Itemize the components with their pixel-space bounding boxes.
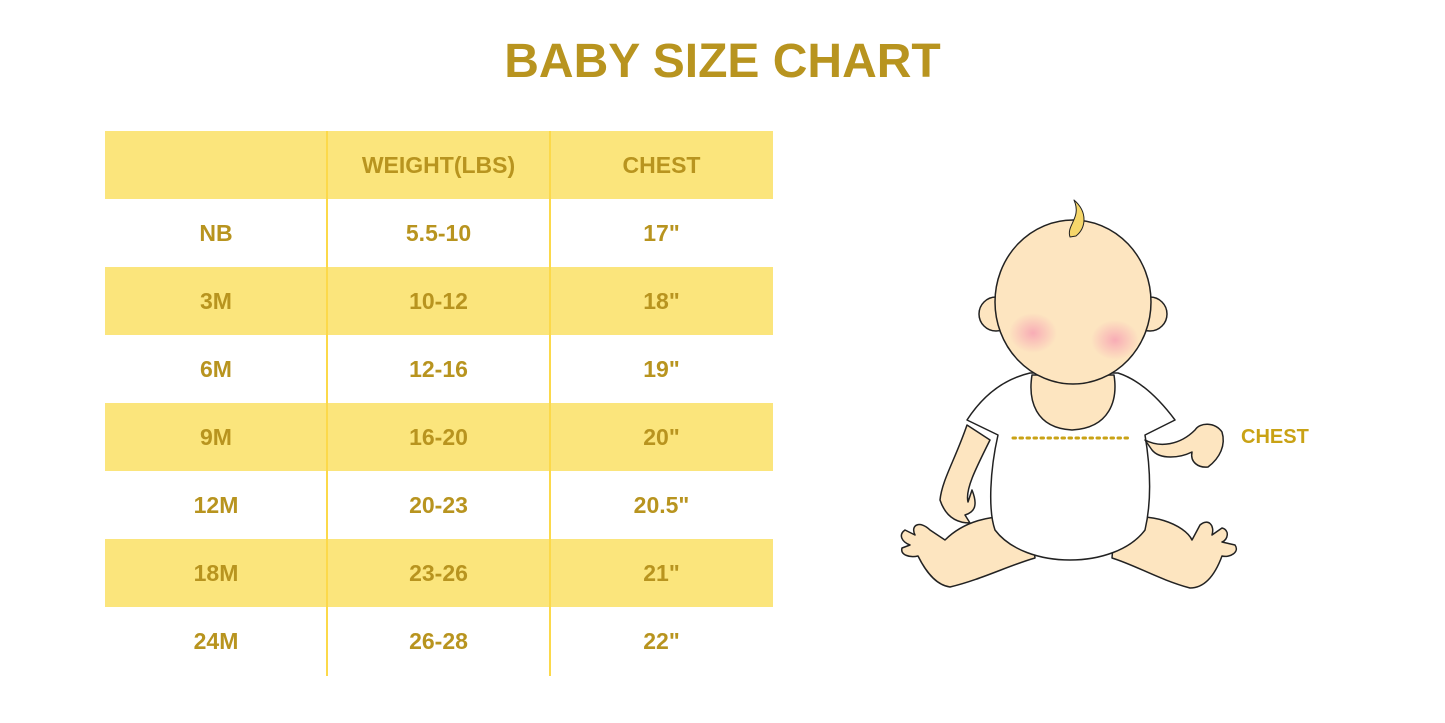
size-cell: NB	[199, 219, 233, 246]
table-row: 12M 20-23 20.5"	[105, 471, 773, 539]
chest-cell: 18"	[643, 287, 680, 314]
table-row: 24M 26-28 22"	[105, 607, 773, 675]
size-cell: 3M	[200, 287, 232, 314]
size-cell: 9M	[200, 423, 232, 450]
chest-cell: 22"	[643, 627, 680, 654]
size-cell: 6M	[200, 355, 232, 382]
weight-cell: 12-16	[409, 355, 468, 382]
weight-cell: 16-20	[409, 423, 468, 450]
table-row: 9M 16-20 20"	[105, 403, 773, 471]
shirt	[966, 372, 1176, 561]
table-row: NB 5.5-10 17"	[105, 199, 773, 267]
right-leg	[1111, 516, 1237, 589]
size-table: WEIGHT(LBS) CHEST NB 5.5-10 17" 3M 10-12…	[105, 131, 773, 675]
chest-cell: 19"	[643, 355, 680, 382]
left-cheek	[1009, 313, 1057, 353]
hair-tuft	[1068, 199, 1085, 238]
column-divider	[549, 131, 551, 676]
right-cheek	[1091, 320, 1139, 360]
neck	[1030, 374, 1116, 431]
header-weight: WEIGHT(LBS)	[361, 151, 516, 178]
chest-cell: 21"	[643, 559, 680, 586]
table-row: 3M 10-12 18"	[105, 267, 773, 335]
column-divider	[326, 131, 328, 676]
size-cell: 12M	[193, 491, 239, 518]
table-row: 6M 12-16 19"	[105, 335, 773, 403]
chest-cell: 20"	[643, 423, 680, 450]
left-arm	[939, 424, 991, 524]
chest-cell: 20.5"	[633, 491, 690, 518]
right-arm	[1144, 423, 1224, 468]
table-row: 18M 23-26 21"	[105, 539, 773, 607]
chest-cell: 17"	[643, 219, 680, 246]
weight-cell: 23-26	[409, 559, 468, 586]
weight-cell: 20-23	[409, 491, 468, 518]
size-cell: 24M	[193, 627, 239, 654]
table-header-row: WEIGHT(LBS) CHEST	[105, 131, 773, 199]
header-chest: CHEST	[622, 151, 701, 178]
head	[994, 219, 1152, 385]
weight-cell: 5.5-10	[405, 219, 472, 246]
header-size	[105, 131, 327, 199]
baby-illustration	[900, 199, 1237, 589]
chest-label: CHEST	[1241, 426, 1309, 448]
size-cell: 18M	[193, 559, 239, 586]
weight-cell: 26-28	[409, 627, 468, 654]
page-title: BABY SIZE CHART	[504, 35, 941, 88]
weight-cell: 10-12	[409, 287, 468, 314]
